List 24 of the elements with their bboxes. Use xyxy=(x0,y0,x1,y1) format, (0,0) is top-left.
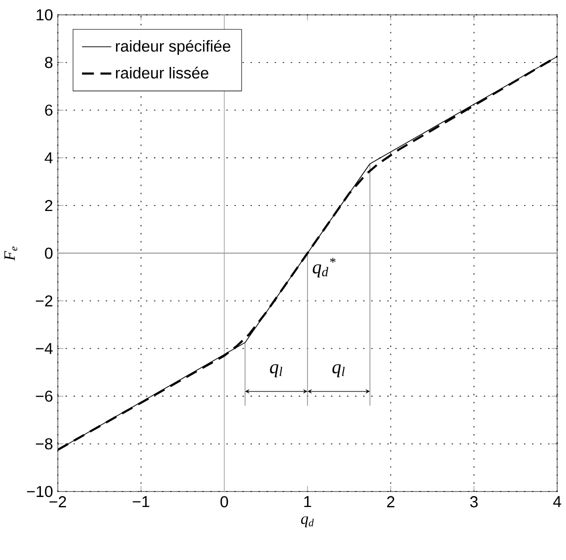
legend-label: raideur spécifiée xyxy=(116,40,230,55)
y-tick-label: 2 xyxy=(45,200,52,212)
y-tick-label: 10 xyxy=(36,9,53,21)
y-tick-label: 4 xyxy=(44,152,53,164)
x-tick-label: 2 xyxy=(387,496,394,508)
x-axis-title: q$_{d}$ xyxy=(301,516,314,528)
y-tick-label: −10 xyxy=(27,486,53,498)
y-tick-label: −4 xyxy=(36,343,53,354)
x-tick-label: 0 xyxy=(220,496,228,508)
annotation: q$_{l}$ xyxy=(270,364,282,378)
y-tick-label: −6 xyxy=(36,390,52,402)
y-tick-label: −2 xyxy=(36,295,52,306)
x-tick-label: 4 xyxy=(553,496,562,508)
y-axis-title: F$_{e}$ xyxy=(4,246,18,261)
y-tick-label: 6 xyxy=(45,104,52,116)
y-tick-label: −8 xyxy=(36,438,52,450)
annotation: q$_{d}$* xyxy=(312,258,336,278)
x-tick-label: −1 xyxy=(132,496,150,508)
x-tick-label: 1 xyxy=(304,496,312,508)
annotation: q$_{l}$ xyxy=(332,364,345,378)
y-tick-label: 8 xyxy=(45,57,52,68)
y-tick-label: 0 xyxy=(44,248,53,259)
legend-label: raideur lissée xyxy=(116,66,208,79)
x-tick-label: 3 xyxy=(470,496,478,508)
